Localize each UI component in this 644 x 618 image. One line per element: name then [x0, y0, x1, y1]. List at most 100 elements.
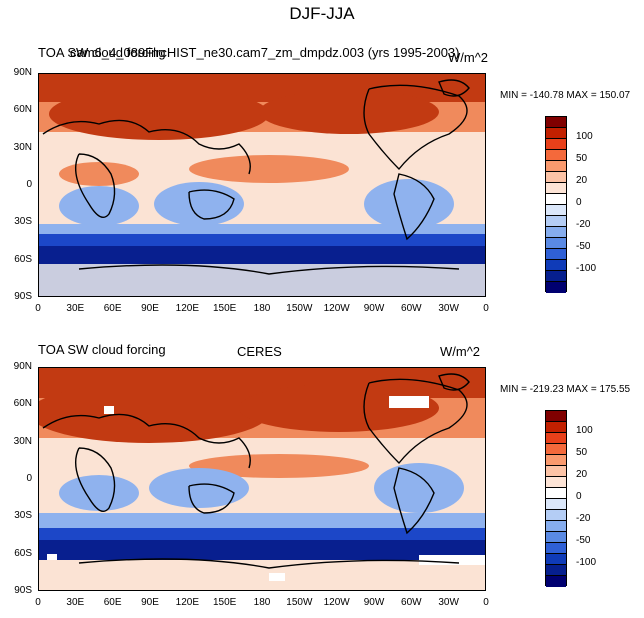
panel1-lon-label: 90W [363, 303, 385, 314]
colorbar-swatch [546, 161, 566, 172]
colorbar-swatch [546, 521, 566, 532]
panel1-lon-label: 30E [66, 303, 85, 314]
panel2-lon-label: 60W [401, 597, 422, 608]
colorbar-swatch [546, 499, 566, 510]
panel2-lat-label: 90N [13, 361, 32, 372]
panel1-left-title: TOA SW cloud forcing [38, 45, 166, 60]
panel1-colorbar [545, 116, 567, 293]
colorbar-swatch [546, 271, 566, 282]
panel1-safrica-negative [59, 186, 139, 226]
figure-title: DJF-JJA [289, 4, 355, 23]
colorbar-label: 50 [576, 447, 588, 458]
colorbar-swatch [546, 282, 566, 293]
panel2-samerica-negative [374, 463, 464, 513]
colorbar-swatch [546, 532, 566, 543]
panel1-units: W/m^2 [448, 50, 489, 65]
panel1-map [38, 73, 486, 297]
colorbar-swatch [546, 172, 566, 183]
panel2-indian-negative [149, 468, 249, 508]
panel1-lat-label: 60N [13, 104, 32, 116]
panel1-lon-label: 120W [323, 303, 350, 314]
panel2-lat-label: 30N [13, 435, 32, 447]
colorbar-swatch [546, 150, 566, 161]
colorbar-swatch [546, 576, 566, 587]
colorbar-swatch [546, 411, 566, 422]
colorbar-swatch [546, 422, 566, 433]
panel1-lon-label: 120E [175, 303, 199, 314]
panel2-lon-label: 180 [253, 597, 271, 608]
colorbar-label: -50 [576, 241, 591, 252]
colorbar-label: -100 [576, 263, 597, 274]
panel2-safrica-negative [59, 475, 139, 511]
panel2-tropic-band [189, 454, 369, 478]
panel2-lat-label: 30S [14, 510, 32, 522]
panel2-minmax: MIN = -219.23 MAX = 175.55 [500, 384, 631, 395]
panel1-lon-label: 180 [253, 303, 271, 314]
panel1-lat-label: 90S [14, 291, 32, 302]
colorbar-swatch [546, 260, 566, 271]
panel2-missing-data [47, 396, 485, 581]
colorbar-label: -20 [576, 219, 591, 230]
panel2-lat-label: 60N [13, 398, 32, 410]
colorbar-label: 0 [576, 491, 582, 502]
panel2-lon-label: 0 [483, 597, 489, 608]
colorbar-swatch [546, 444, 566, 455]
panel2-lon-label: 150E [212, 597, 237, 608]
panel2-lon-label: 90E [141, 597, 159, 608]
panel1-lon-label: 30W [438, 303, 459, 314]
panel2-lat-label: 90S [14, 585, 32, 596]
colorbar-label: -100 [576, 557, 597, 568]
panel1-coastlines [42, 79, 470, 275]
panel2-center-title: CERES [237, 344, 282, 359]
panel1-lon-label: 60W [401, 303, 422, 314]
panel1-lon-label: 150E [212, 303, 237, 314]
panel1-lon-label: 150W [286, 303, 313, 314]
panel1-africa-band [59, 162, 139, 186]
panel2-lon-label: 120W [323, 597, 350, 608]
panel2-coastlines [42, 373, 470, 569]
panel1-lat-label: 0 [26, 179, 32, 190]
colorbar-swatch [546, 238, 566, 249]
panel1-antarctica [39, 264, 485, 296]
panel1-lon-label: 90E [141, 303, 159, 314]
panel2-lat-label: 60S [14, 547, 32, 559]
colorbar-swatch [546, 117, 566, 128]
panel2-antarctica [39, 560, 485, 590]
panel1-lon-label: 0 [35, 303, 41, 314]
panel1-samerica-negative [364, 179, 454, 229]
panel2-lon-label: 60E [103, 597, 122, 608]
panel1-lon-label: 0 [483, 303, 489, 314]
colorbar-label: 0 [576, 197, 582, 208]
colorbar-swatch [546, 183, 566, 194]
panel2-southern-deep [39, 540, 485, 560]
colorbar-label: 20 [576, 175, 588, 186]
panel2-lon-label: 0 [35, 597, 41, 608]
colorbar-swatch [546, 554, 566, 565]
colorbar-swatch [546, 128, 566, 139]
colorbar-label: -20 [576, 513, 591, 524]
colorbar-swatch [546, 194, 566, 205]
panel1-tropic-band [189, 155, 349, 183]
panel1-pacific-positive [259, 90, 439, 134]
panel2-lon-label: 30W [438, 597, 459, 608]
colorbar-swatch [546, 227, 566, 238]
panel2-lon-label: 150W [286, 597, 313, 608]
panel2-units: W/m^2 [440, 344, 481, 359]
panel1-lat-label: 30S [14, 216, 32, 228]
panel2-map-svg [39, 368, 485, 590]
panel2-lon-label: 30E [66, 597, 85, 608]
colorbar-swatch [546, 543, 566, 554]
colorbar-swatch [546, 466, 566, 477]
colorbar-swatch [546, 249, 566, 260]
colorbar-swatch [546, 510, 566, 521]
colorbar-label: 50 [576, 153, 588, 164]
panel1-minmax: MIN = -140.78 MAX = 150.07 [500, 90, 631, 101]
panel1-lon-label: 60E [103, 303, 122, 314]
colorbar-swatch [546, 205, 566, 216]
panel1-southern-deep [39, 246, 485, 264]
panel1-lat-label: 30N [13, 141, 32, 153]
panel2-colorbar [545, 410, 567, 587]
colorbar-swatch [546, 455, 566, 466]
panel2-lat-label: 0 [26, 473, 32, 484]
panel1-indian-negative [154, 182, 244, 226]
